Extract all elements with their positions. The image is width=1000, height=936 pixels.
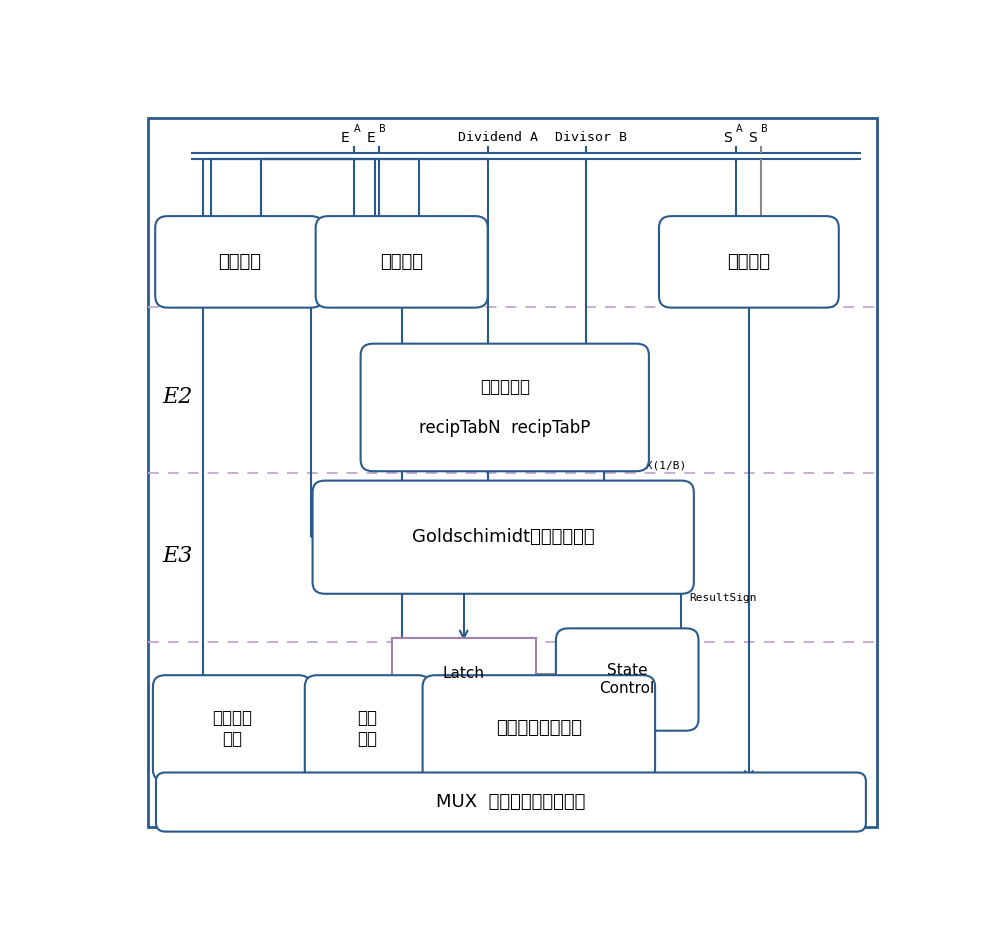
- Text: Goldschimidt算法迭代单元: Goldschimidt算法迭代单元: [412, 528, 595, 547]
- Text: Divisor B: Divisor B: [555, 131, 627, 144]
- Text: Dividend A: Dividend A: [458, 131, 538, 144]
- FancyBboxPatch shape: [659, 216, 839, 308]
- FancyBboxPatch shape: [148, 118, 877, 827]
- Text: Latch: Latch: [443, 666, 485, 681]
- Text: 符号异或: 符号异或: [727, 253, 770, 271]
- Text: 例外结果
选择: 例外结果 选择: [212, 709, 252, 748]
- Text: B: B: [761, 124, 767, 134]
- Text: 倒数查找表

recipTabN  recipTabP: 倒数查找表 recipTabN recipTabP: [419, 377, 590, 437]
- Text: 例外判断: 例外判断: [218, 253, 261, 271]
- FancyBboxPatch shape: [392, 637, 536, 709]
- Text: S: S: [723, 130, 732, 144]
- Text: A: A: [736, 124, 742, 134]
- Text: State
Control: State Control: [600, 664, 655, 695]
- Text: MUX  最后结果选择和写回: MUX 最后结果选择和写回: [436, 793, 586, 812]
- FancyBboxPatch shape: [153, 675, 311, 782]
- Text: E: E: [367, 130, 375, 144]
- Text: A: A: [354, 124, 360, 134]
- Text: E2: E2: [162, 386, 193, 408]
- FancyBboxPatch shape: [305, 675, 430, 782]
- Text: APPROX(1/B): APPROX(1/B): [613, 461, 688, 470]
- FancyBboxPatch shape: [156, 772, 866, 831]
- Text: E1: E1: [162, 224, 193, 246]
- Text: PreExp: PreExp: [317, 513, 360, 526]
- Text: 指数
修正: 指数 修正: [358, 709, 378, 748]
- Text: 舍入与规格化处理: 舍入与规格化处理: [496, 719, 582, 738]
- Text: E4: E4: [162, 739, 193, 761]
- Text: E: E: [341, 130, 350, 144]
- FancyBboxPatch shape: [361, 344, 649, 471]
- FancyBboxPatch shape: [556, 628, 698, 731]
- FancyBboxPatch shape: [313, 480, 694, 593]
- Text: S: S: [748, 130, 757, 144]
- FancyBboxPatch shape: [423, 675, 655, 782]
- Text: E3: E3: [162, 545, 193, 566]
- FancyBboxPatch shape: [316, 216, 488, 308]
- Text: B: B: [379, 124, 386, 134]
- Text: ResultSign: ResultSign: [689, 592, 757, 603]
- Text: 指数处理: 指数处理: [380, 253, 423, 271]
- FancyBboxPatch shape: [155, 216, 323, 308]
